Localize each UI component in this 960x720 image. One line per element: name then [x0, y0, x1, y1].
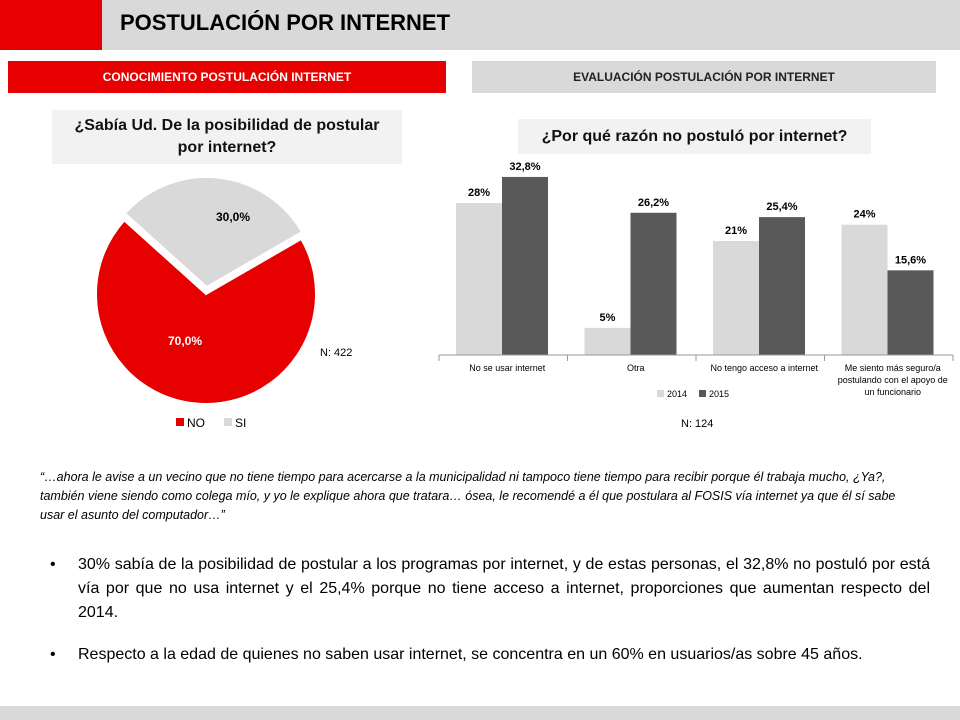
bar-value-label: 26,2% — [638, 197, 669, 209]
bullet-dot-icon: • — [50, 556, 56, 573]
bar-value-label: 21% — [725, 225, 747, 237]
bar-value-label: 32,8% — [509, 161, 540, 173]
pie-label-si: 30,0% — [216, 210, 250, 224]
bar-n-label: N: 124 — [681, 418, 713, 430]
question-left-line2: por internet? — [177, 139, 277, 156]
category-label: No tengo acceso a internet — [710, 363, 818, 373]
category-label: No se usar internet — [469, 363, 546, 373]
category-label: postulando con el apoyo de — [838, 375, 948, 385]
footer-bar — [0, 706, 960, 720]
pie-slice-no — [95, 218, 317, 405]
legend-label-si: SI — [235, 416, 246, 430]
bullet-text: 30% sabía de la posibilidad de postular … — [78, 556, 930, 621]
bar-value-label: 25,4% — [766, 201, 797, 213]
question-right: ¿Por qué razón no postuló por internet? — [518, 119, 871, 154]
bar-2015-1 — [630, 212, 677, 355]
pie-n-label: N: 422 — [320, 347, 352, 359]
bar-value-label: 28% — [468, 187, 490, 199]
legend-swatch-si — [224, 418, 232, 426]
header-bar — [0, 0, 960, 50]
bullet-item: • 30% sabía de la posibilidad de postula… — [50, 553, 930, 625]
bullet-text: Respecto a la edad de quienes no saben u… — [78, 646, 863, 663]
category-label: Me siento más seguro/a — [845, 363, 941, 373]
question-left: ¿Sabía Ud. De la posibilidad de postular… — [52, 110, 402, 164]
bar-2014-2 — [713, 241, 759, 355]
bullet-item: • Respecto a la edad de quienes no saben… — [50, 643, 930, 667]
legend-swatch-2014 — [657, 390, 664, 397]
pie-chart: 70,0% 30,0% N: 422 NO SI — [95, 176, 352, 430]
bar-chart: 28% 32,8% No se usar internet 5% 26,2% Otra 21… — [438, 161, 954, 430]
category-label: Otra — [627, 363, 645, 373]
bullet-dot-icon: • — [50, 646, 56, 663]
bar-2015-2 — [759, 217, 805, 355]
bar-2014-3 — [841, 224, 888, 355]
legend-label-2015: 2015 — [709, 389, 729, 399]
legend-label-2014: 2014 — [667, 389, 687, 399]
legend-label-no: NO — [187, 416, 205, 430]
legend-swatch-no — [176, 418, 184, 426]
bar-2015-0 — [502, 176, 548, 355]
section-header-evaluacion: EVALUACIÓN POSTULACIÓN POR INTERNET — [472, 61, 936, 93]
pie-label-no: 70,0% — [168, 334, 202, 348]
page-title: POSTULACIÓN POR INTERNET — [120, 10, 451, 35]
bullet-list: • 30% sabía de la posibilidad de postula… — [50, 553, 930, 685]
category-label: un funcionario — [864, 387, 921, 397]
question-left-line1: ¿Sabía Ud. De la posibilidad de postular — [74, 117, 380, 134]
bar-2014-0 — [456, 203, 502, 355]
bar-value-label: 5% — [600, 312, 616, 324]
pie-slice-si — [123, 176, 304, 289]
section-header-conocimiento: CONOCIMIENTO POSTULACIÓN INTERNET — [8, 61, 446, 93]
header-accent-block — [0, 0, 102, 50]
bar-2014-1 — [584, 327, 631, 355]
legend-swatch-2015 — [699, 390, 706, 397]
quote-text: “…ahora le avise a un vecino que no tien… — [40, 470, 896, 522]
bar-value-label: 15,6% — [895, 254, 926, 266]
bar-2015-3 — [887, 270, 934, 355]
bar-value-label: 24% — [853, 209, 875, 221]
